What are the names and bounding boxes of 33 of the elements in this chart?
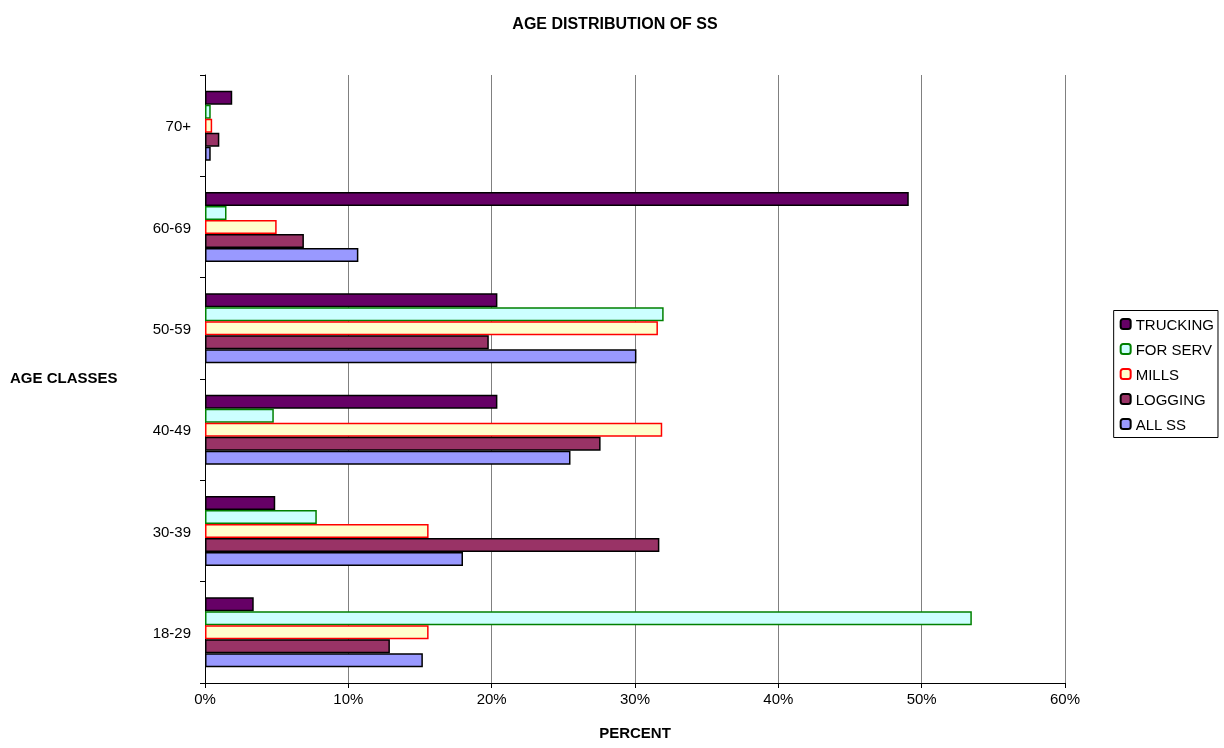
x-tick-label: 40% — [763, 690, 794, 707]
bar — [205, 307, 664, 322]
bar — [205, 524, 429, 538]
x-axis-title: PERCENT — [599, 724, 671, 741]
legend-label: FOR SERV — [1135, 340, 1213, 358]
y-tick-label: 40-49 — [152, 421, 191, 439]
x-tick-label: 0% — [194, 690, 216, 707]
legend-label: ALL SS — [1135, 415, 1186, 433]
bar — [205, 220, 277, 234]
legend-label: LOGGING — [1135, 390, 1206, 408]
bar — [205, 206, 227, 220]
bar — [205, 510, 317, 524]
y-axis-title: AGE CLASSES — [10, 369, 118, 386]
x-tick-label: 50% — [906, 690, 937, 707]
y-tick-label: 30-39 — [152, 522, 191, 540]
bar — [205, 625, 429, 640]
legend-label: MILLS — [1135, 365, 1180, 383]
x-tick-label: 20% — [476, 690, 507, 707]
bar — [205, 408, 274, 423]
bar — [205, 104, 211, 119]
x-tick-label: 60% — [1049, 690, 1081, 707]
chart-title: AGE DISTRIBUTION OF SS — [512, 14, 718, 32]
y-tick-label: 18-29 — [152, 623, 191, 641]
x-tick-label: 10% — [333, 690, 364, 707]
bar — [205, 118, 213, 133]
bar — [205, 611, 972, 626]
legend-label: TRUCKING — [1135, 315, 1215, 333]
y-tick-label: 50-59 — [152, 319, 191, 337]
x-tick-label: 30% — [619, 690, 651, 707]
bar — [205, 321, 658, 336]
y-tick-label: 60-69 — [152, 218, 191, 236]
bar — [205, 422, 663, 437]
y-tick-label: 70+ — [165, 117, 192, 135]
